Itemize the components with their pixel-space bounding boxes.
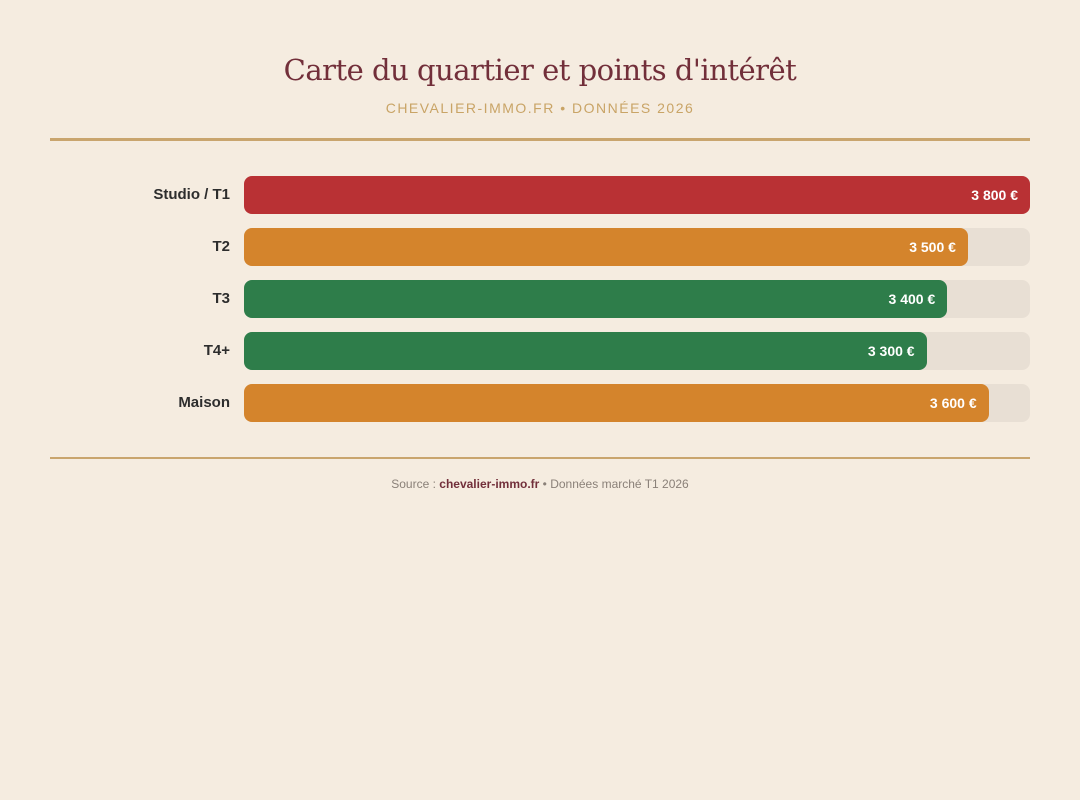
category-label: Studio / T1 (153, 186, 230, 203)
category-label: T4+ (203, 342, 230, 359)
bar-value-label: 3 600 € (929, 395, 977, 411)
source-suffix: • Données marché T1 2026 (539, 477, 689, 491)
chart-row: Studio / T1 3 800 € (50, 176, 1030, 214)
bar-track: 3 400 € (244, 280, 1030, 318)
bar-track: 3 800 € (244, 176, 1030, 214)
category-label: T3 (212, 290, 230, 307)
bar-track: 3 600 € (244, 384, 1030, 422)
bar: 3 400 € (244, 280, 948, 318)
bar: 3 600 € (244, 384, 989, 422)
source-prefix: Source : (391, 477, 440, 491)
chart-row: T2 3 500 € (50, 228, 1030, 266)
category-label: T2 (212, 238, 230, 255)
chart-row: T3 3 400 € (50, 280, 1030, 318)
bar-track: 3 500 € (244, 228, 1030, 266)
bottom-divider (50, 457, 1030, 459)
source-brand-link[interactable]: chevalier-immo.fr (439, 477, 540, 491)
bar: 3 500 € (244, 228, 968, 266)
bar: 3 800 € (244, 176, 1030, 214)
page-title: Carte du quartier et points d'intérêt (283, 53, 797, 87)
bar-value-label: 3 500 € (909, 239, 956, 255)
bar-track: 3 300 € (244, 332, 1030, 370)
bar-value-label: 3 300 € (867, 343, 915, 359)
bar: 3 300 € (244, 332, 927, 370)
bar-value-label: 3 800 € (971, 187, 1018, 203)
footer-source: Source : chevalier-immo.fr • Données mar… (0, 476, 1080, 492)
page-subtitle: CHEVALIER-IMMO.FR • DONNÉES 2026 (385, 100, 695, 116)
chart-row: Maison 3 600 € (50, 384, 1030, 422)
category-label: Maison (178, 394, 230, 411)
bar-value-label: 3 400 € (888, 291, 936, 307)
top-divider (50, 138, 1030, 141)
chart-row: T4+ 3 300 € (50, 332, 1030, 370)
